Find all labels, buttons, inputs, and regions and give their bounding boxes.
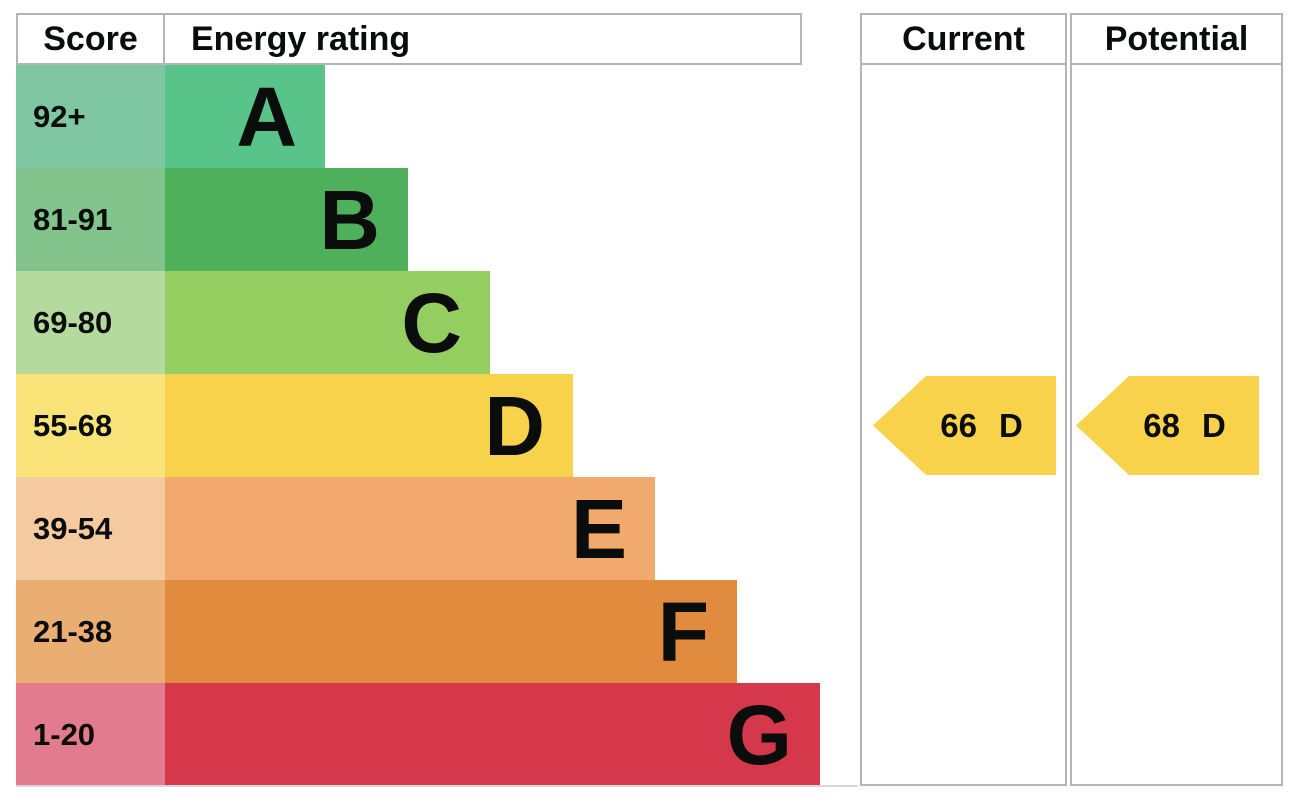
- rating-bar-d: D: [165, 374, 573, 477]
- rating-bar-g: G: [165, 683, 820, 786]
- current-score-value: 66: [940, 407, 977, 444]
- rating-bar-c: C: [165, 271, 490, 374]
- band-row-c: 69-80 C: [16, 271, 858, 374]
- table-header-left: Score Energy rating: [16, 13, 802, 65]
- rating-letter-c: C: [401, 275, 462, 370]
- band-row-e: 39-54 E: [16, 477, 858, 580]
- rating-letter-f: F: [657, 584, 709, 679]
- energy-rating-column-header: Energy rating: [191, 20, 411, 58]
- rating-bar-f: F: [165, 580, 737, 683]
- band-row-a: 92+ A: [16, 65, 858, 168]
- potential-score-value: 68: [1143, 407, 1180, 444]
- band-row-f: 21-38 F: [16, 580, 858, 683]
- band-row-d: 55-68 D: [16, 374, 858, 477]
- score-range-e: 39-54: [16, 477, 165, 580]
- rating-letter-a: A: [236, 69, 297, 164]
- score-range-a: 92+: [16, 65, 165, 168]
- rating-letter-g: G: [726, 687, 792, 782]
- rating-letter-d: D: [484, 378, 545, 473]
- rating-bar-a: A: [165, 65, 325, 168]
- score-range-c: 69-80: [16, 271, 165, 374]
- score-range-d: 55-68: [16, 374, 165, 477]
- current-column-header: Current: [862, 15, 1065, 65]
- rating-letter-b: B: [319, 172, 380, 267]
- rating-bar-e: E: [165, 477, 655, 580]
- rating-letter-e: E: [570, 481, 627, 576]
- band-row-b: 81-91 B: [16, 168, 858, 271]
- band-row-g: 1-20 G: [16, 683, 858, 786]
- potential-grade-letter: D: [1201, 407, 1226, 444]
- current-grade-letter: D: [998, 407, 1023, 444]
- score-column-header: Score: [18, 15, 165, 63]
- rating-bar-b: B: [165, 168, 408, 271]
- potential-column-header: Potential: [1072, 15, 1281, 65]
- score-range-g: 1-20: [16, 683, 165, 786]
- rating-bands: 92+ A 81-91 B 69-80 C 55-68 D 39-54 E 21-38 F 1-20 G: [16, 65, 858, 786]
- score-range-f: 21-38: [16, 580, 165, 683]
- score-range-b: 81-91: [16, 168, 165, 271]
- bands-bottom-border: [16, 785, 858, 787]
